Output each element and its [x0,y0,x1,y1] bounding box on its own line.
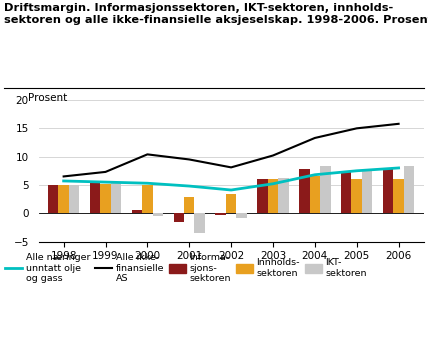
Bar [132,210,142,213]
Bar [236,213,247,218]
Bar [194,213,205,233]
Bar [351,179,362,213]
Bar [173,213,184,222]
Text: Prosent: Prosent [28,93,67,103]
Text: Driftsmargin. Informasjonssektoren, IKT-sektoren, innholds-
sektoren og alle ikk: Driftsmargin. Informasjonssektoren, IKT-… [4,3,428,25]
Bar [383,169,393,213]
Bar [90,183,100,213]
Bar [226,194,236,213]
Bar [184,197,194,213]
Legend: Alle næringer
unntatt olje
og gass, Alle ikke-
finansielle
AS, Informa-
sjons-
s: Alle næringer unntatt olje og gass, Alle… [5,253,367,283]
Bar [393,179,404,213]
Bar [48,185,58,213]
Bar [404,166,414,213]
Bar [309,176,320,213]
Bar [100,184,111,213]
Bar [341,172,351,213]
Bar [153,213,163,216]
Bar [69,185,79,213]
Bar [111,182,121,213]
Bar [320,166,330,213]
Bar [362,169,372,213]
Bar [268,179,278,213]
Bar [299,169,309,213]
Bar [215,213,226,216]
Bar [58,185,69,213]
Bar [142,185,153,213]
Bar [278,178,289,213]
Bar [257,179,268,213]
